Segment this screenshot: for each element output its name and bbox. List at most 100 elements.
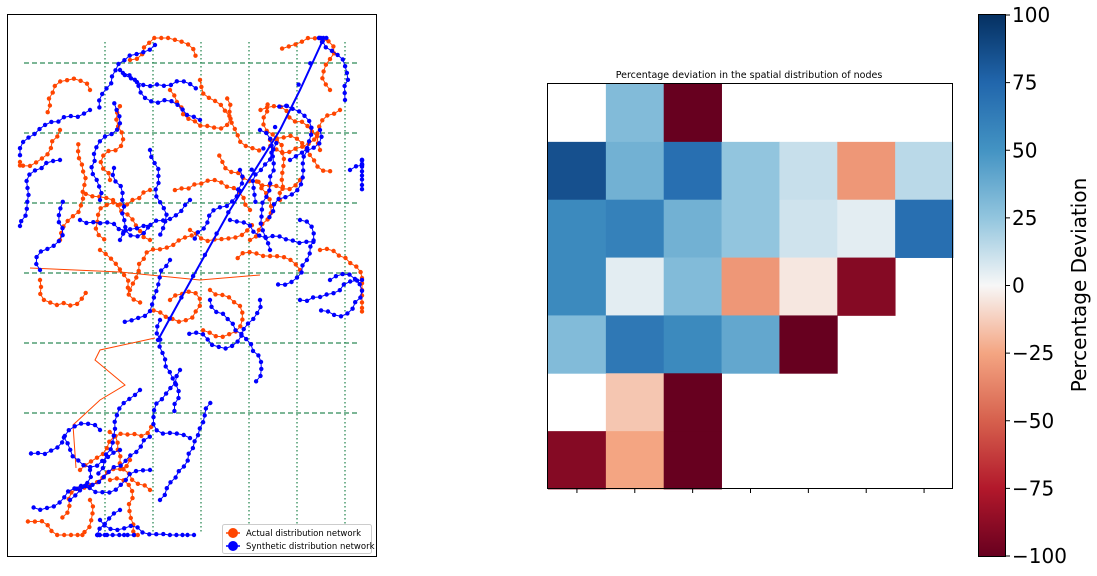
synthetic-node [208, 400, 213, 406]
actual-node [113, 261, 119, 266]
synthetic-node [45, 246, 50, 252]
actual-node [231, 185, 236, 191]
actual-node [77, 467, 83, 473]
synthetic-node [331, 291, 336, 296]
synthetic-node [207, 297, 213, 303]
synthetic-node [282, 282, 288, 287]
synthetic-node [268, 174, 273, 179]
actual-node [87, 497, 93, 503]
actual-node [68, 532, 74, 538]
actual-edge [281, 37, 335, 91]
synthetic-node [153, 187, 158, 192]
synthetic-node [270, 209, 276, 214]
synthetic-node [250, 178, 255, 184]
actual-node [83, 175, 88, 181]
synthetic-node [135, 234, 140, 239]
actual-node [327, 87, 333, 93]
synthetic-node [271, 147, 276, 152]
synthetic-node [112, 426, 118, 431]
synthetic-node [317, 141, 322, 146]
actual-node [54, 302, 60, 308]
synthetic-node [270, 233, 275, 239]
synthetic-node [185, 458, 190, 463]
synthetic-node [224, 203, 229, 209]
synthetic-node [253, 379, 259, 384]
heatmap-cell [663, 257, 722, 316]
network-map-panel: Actual distribution network Synthetic di… [7, 14, 377, 557]
synthetic-node [300, 175, 305, 180]
synthetic-node [162, 357, 168, 362]
synthetic-node [118, 463, 123, 468]
synthetic-node [32, 131, 37, 137]
actual-node [323, 82, 328, 87]
actual-node [80, 169, 86, 174]
actual-node [139, 433, 144, 439]
synthetic-edge [209, 299, 262, 382]
synthetic-node [70, 454, 75, 459]
synthetic-node [87, 467, 93, 473]
synthetic-node [253, 172, 258, 177]
actual-node [279, 177, 284, 182]
actual-node [235, 255, 240, 261]
actual-node [39, 156, 45, 161]
synthetic-node [348, 279, 353, 284]
synthetic-node [151, 421, 156, 427]
actual-node [61, 300, 66, 306]
actual-node [274, 254, 280, 259]
actual-node [107, 439, 112, 444]
actual-node [220, 334, 225, 339]
synthetic-node [307, 251, 312, 256]
synthetic-node [72, 424, 77, 429]
synthetic-node [57, 157, 63, 163]
actual-node [206, 95, 212, 101]
actual-node [125, 432, 130, 437]
synthetic-node [116, 226, 122, 232]
synthetic-node [200, 332, 206, 337]
colorbar-tick-label: −75 [1012, 476, 1054, 500]
synthetic-node [101, 474, 107, 480]
synthetic-node [297, 297, 303, 303]
synthetic-node [186, 451, 191, 456]
synthetic-node [92, 158, 97, 164]
actual-node [176, 238, 181, 243]
synthetic-edge [99, 519, 194, 536]
synthetic-edge [152, 369, 191, 439]
synthetic-node [340, 57, 345, 62]
synthetic-node [164, 212, 169, 217]
actual-node [57, 127, 63, 133]
synthetic-node [169, 99, 174, 104]
synthetic-node [205, 337, 210, 342]
synthetic-node [145, 225, 151, 230]
synthetic-node [342, 90, 347, 96]
heatmap-cell [605, 373, 665, 432]
synthetic-node [163, 364, 168, 369]
synthetic-node [105, 220, 110, 225]
actual-node [115, 440, 120, 445]
synthetic-node [256, 353, 261, 358]
actual-node [38, 284, 44, 290]
synthetic-trunk [157, 41, 323, 341]
synthetic-node [202, 413, 207, 418]
heatmap-cell [721, 315, 780, 374]
synthetic-node [359, 173, 365, 178]
heatmap-cell [605, 431, 665, 490]
synthetic-node [229, 199, 235, 204]
actual-node [271, 104, 277, 109]
heatmap-cell [548, 315, 607, 374]
synthetic-node [180, 107, 185, 112]
actual-node [159, 35, 164, 41]
actual-node [135, 481, 141, 486]
synthetic-node [168, 480, 173, 485]
actual-node [229, 120, 234, 125]
synthetic-trunk-node [261, 146, 266, 151]
synthetic-node [154, 331, 159, 336]
actual-node [287, 186, 292, 192]
synthetic-node [258, 167, 264, 173]
actual-node [280, 150, 285, 156]
actual-node [49, 528, 54, 534]
synthetic-node [156, 282, 161, 287]
synthetic-node [283, 237, 289, 242]
actual-node [17, 159, 23, 165]
heatmap-cell [548, 431, 607, 490]
synthetic-node [268, 181, 273, 186]
